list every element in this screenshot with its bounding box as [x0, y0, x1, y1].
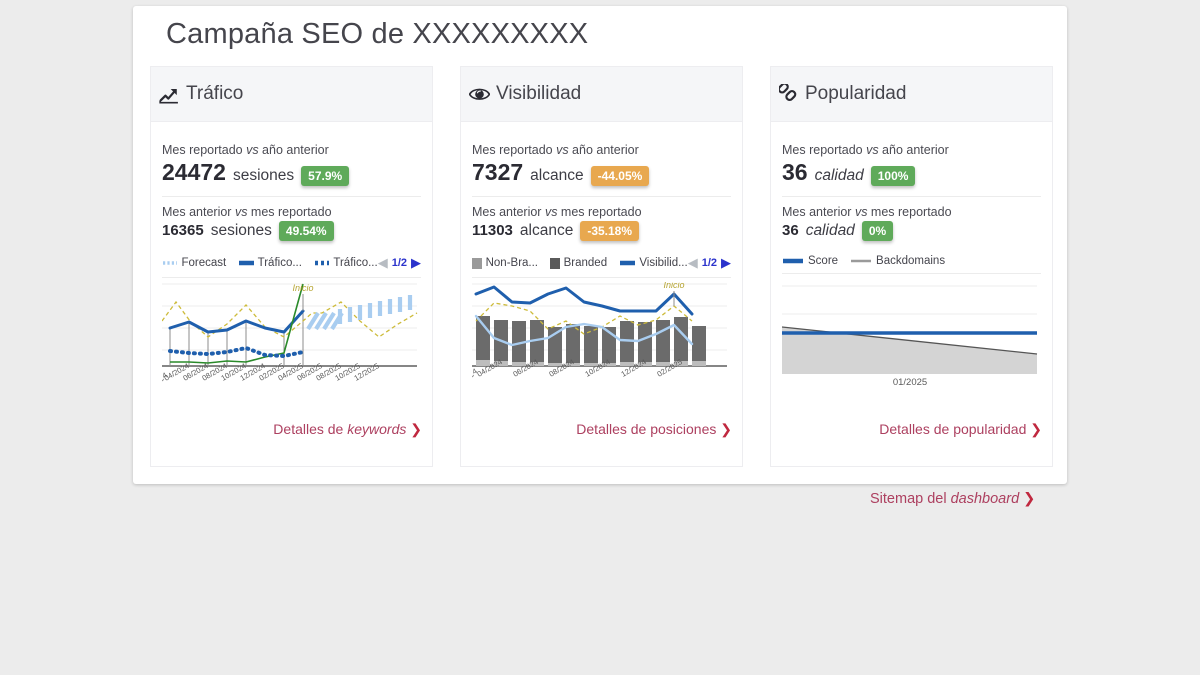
svg-text:Inicio: Inicio — [292, 283, 313, 293]
svg-text:Inicio: Inicio — [663, 282, 684, 290]
svg-text:01/2025: 01/2025 — [893, 377, 927, 388]
